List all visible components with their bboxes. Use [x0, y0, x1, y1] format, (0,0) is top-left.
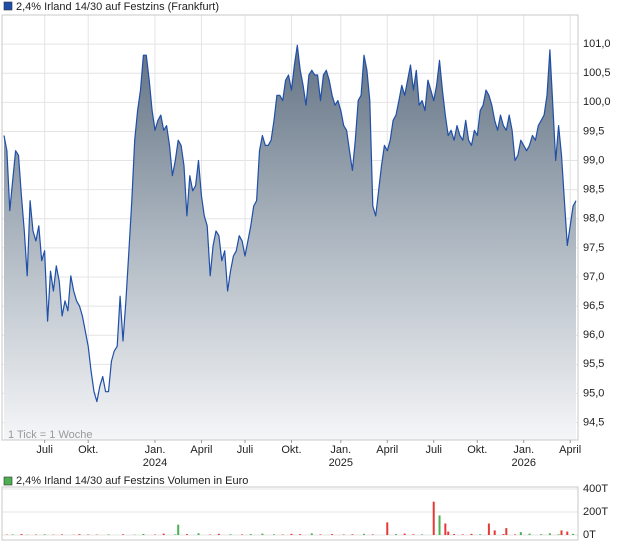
volume-bar	[447, 531, 450, 535]
x-tick-label: Jan.	[145, 444, 166, 456]
volume-bar	[560, 530, 563, 535]
volume-bar	[78, 534, 81, 535]
y-tick-label: 95,0	[583, 387, 604, 399]
x-tick-label: April	[376, 444, 398, 456]
legend-swatch	[3, 1, 13, 11]
volume-frame	[1, 486, 579, 541]
volume-bar	[557, 534, 560, 535]
volume-bar	[566, 531, 569, 535]
y-tick-label: 96,0	[583, 329, 604, 341]
legend-swatch	[3, 476, 13, 486]
volume-bar	[11, 534, 14, 535]
volume-bar	[514, 534, 517, 535]
volume-bar	[519, 532, 522, 535]
y-tick-label: 400T	[583, 483, 608, 495]
volume-bar	[122, 534, 125, 535]
x-tick-label: Jan.	[330, 444, 351, 456]
y-tick-label: 0T	[583, 529, 596, 541]
volume-bar	[438, 515, 441, 535]
volume-bar	[470, 533, 473, 535]
price-line	[3, 44, 577, 403]
y-tick-label: 100,0	[583, 96, 611, 108]
volume-panel	[2, 488, 578, 536]
volume-bar	[540, 534, 543, 535]
volume-bar	[371, 534, 374, 535]
volume-bar	[273, 534, 276, 535]
volume-bar	[142, 533, 145, 535]
volume-bar	[185, 534, 188, 535]
x-tick-label: Juli	[425, 444, 442, 456]
y-tick-label: 95,5	[583, 358, 604, 370]
x-tick-label: Juli	[36, 444, 53, 456]
volume-bar	[444, 523, 447, 535]
annotation: 1 Tick = 1 Woche	[8, 429, 92, 441]
x-tick-label: Okt.	[467, 444, 487, 456]
price-panel	[2, 15, 578, 441]
y-tick-label: 98,0	[583, 213, 604, 225]
volume-bar	[421, 534, 424, 535]
volume-bar	[331, 534, 334, 535]
volume-bar	[177, 524, 180, 535]
y-tick-label: 97,0	[583, 271, 604, 283]
volume-bar	[528, 533, 531, 535]
x-tick-label: Jan.	[513, 444, 534, 456]
volume-bar	[461, 534, 464, 535]
volume-bar	[351, 534, 354, 535]
volume-bar	[487, 523, 490, 535]
y-tick-label: 94,5	[583, 416, 604, 428]
x-tick-label: Okt.	[281, 444, 301, 456]
y-tick-label: 200T	[583, 506, 608, 518]
volume-bar	[403, 533, 406, 535]
volume-bar	[386, 522, 389, 535]
price-area	[4, 45, 576, 441]
volume-bar	[162, 533, 165, 535]
plot-frame	[1, 14, 579, 441]
y-tick-label: 99,0	[583, 154, 604, 166]
volume-bar	[174, 534, 177, 535]
volume-bar	[505, 528, 508, 535]
volume-bar	[299, 534, 302, 535]
y-tick-label: 100,5	[583, 67, 611, 79]
volume-bar	[432, 501, 435, 535]
year-label: 2025	[329, 457, 353, 469]
year-label: 2024	[143, 457, 167, 469]
volume-bar	[572, 533, 575, 535]
volume-bar	[493, 530, 496, 535]
volume-bar	[453, 534, 456, 535]
volume-bar	[107, 534, 110, 535]
volume-bar	[249, 534, 252, 535]
y-tick-label: 96,5	[583, 300, 604, 312]
volume-bar	[229, 534, 232, 535]
volume-bar	[363, 533, 366, 535]
volume-bar	[502, 534, 505, 535]
x-tick-label: Okt.	[78, 444, 98, 456]
volume-bar	[43, 534, 46, 535]
y-tick-label: 97,5	[583, 242, 604, 254]
volume-bar	[319, 534, 322, 535]
legend-label: 2,4% Irland 14/30 auf Festzins Volumen i…	[16, 475, 248, 487]
volume-bar	[261, 533, 264, 535]
volume-bar	[290, 533, 293, 535]
x-tick-label: April	[559, 444, 581, 456]
volume-bar	[197, 533, 200, 535]
volume-bar	[548, 533, 551, 535]
y-tick-label: 99,5	[583, 125, 604, 137]
volume-bar	[479, 534, 482, 535]
year-label: 2026	[511, 457, 535, 469]
x-tick-label: April	[190, 444, 212, 456]
y-tick-label: 98,5	[583, 184, 604, 196]
volume-bar	[20, 534, 23, 535]
volume-bar	[61, 534, 64, 535]
volume-bar	[412, 534, 415, 535]
x-tick-label: Juli	[237, 444, 254, 456]
volume-bar	[394, 534, 397, 535]
legend-label: 2,4% Irland 14/30 auf Festzins (Frankfur…	[16, 1, 219, 13]
volume-bar	[217, 533, 220, 535]
y-tick-label: 101,0	[583, 38, 611, 50]
volume-bar	[241, 534, 244, 535]
volume-bar	[310, 533, 313, 535]
